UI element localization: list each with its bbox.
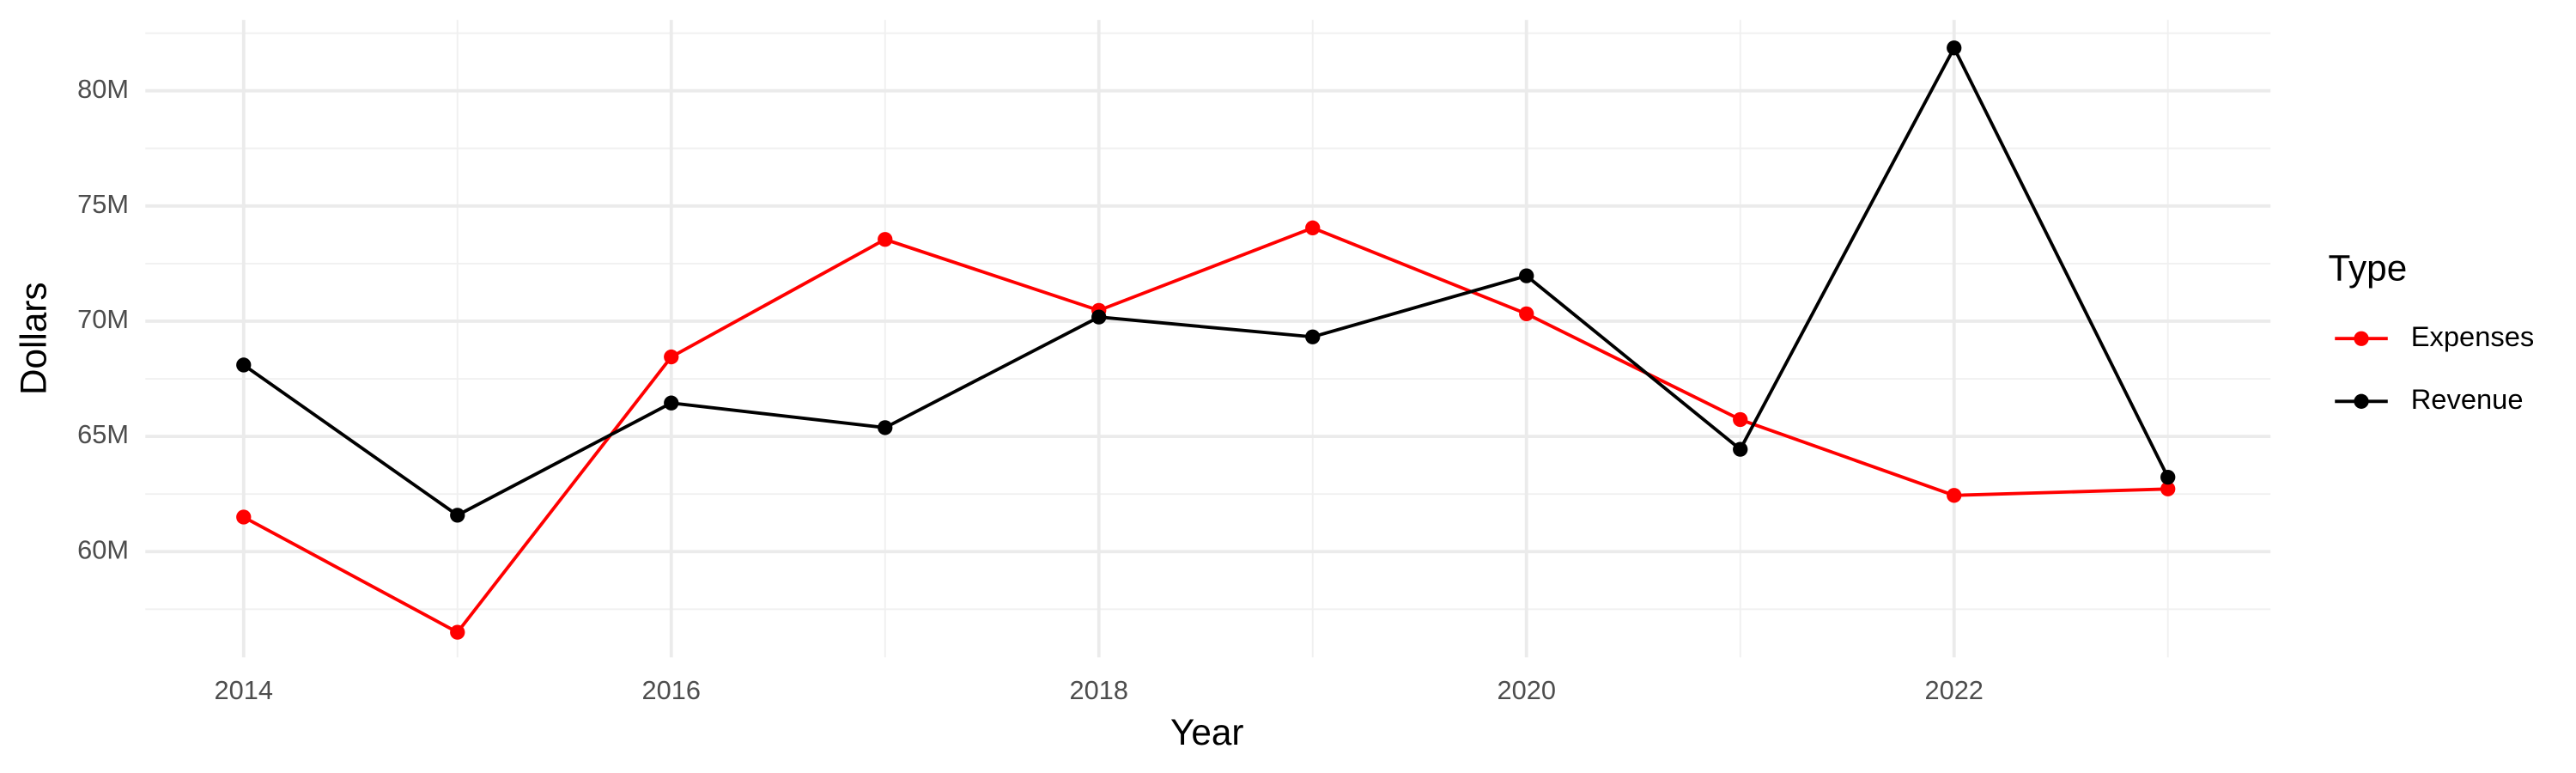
x-axis-title: Year (1170, 712, 1243, 752)
data-point (450, 508, 465, 523)
x-tick-label: 2014 (215, 675, 273, 705)
legend-marker (2354, 331, 2369, 346)
data-point (236, 357, 252, 373)
y-axis-title: Dollars (13, 282, 53, 395)
y-tick-label: 80M (77, 74, 129, 104)
data-point (1305, 329, 1321, 344)
data-point (878, 420, 893, 435)
data-point (236, 509, 252, 525)
data-point (1091, 309, 1107, 325)
y-tick-label: 75M (77, 189, 129, 219)
legend-title: Type (2329, 248, 2408, 289)
data-point (2160, 469, 2176, 485)
x-tick-label: 2018 (1070, 675, 1128, 705)
data-point (664, 349, 679, 365)
x-tick-label: 2016 (642, 675, 701, 705)
data-point (878, 232, 893, 247)
legend-label: Expenses (2411, 320, 2535, 352)
data-point (1733, 411, 1748, 428)
data-point (1733, 441, 1748, 457)
data-point (2160, 481, 2176, 496)
data-point (1519, 268, 1534, 283)
data-point (450, 624, 465, 640)
y-tick-label: 60M (77, 534, 129, 564)
series-line (242, 44, 2170, 518)
y-tick-label: 65M (77, 419, 129, 449)
legend-marker (2354, 393, 2369, 409)
y-tick-label: 70M (77, 304, 129, 334)
series-line (242, 226, 2168, 635)
data-point (1947, 488, 1962, 503)
data-point (1947, 40, 1962, 56)
data-point (1305, 220, 1321, 235)
x-tick-label: 2020 (1498, 675, 1556, 705)
x-tick-label: 2022 (1925, 675, 1984, 705)
data-point (664, 395, 679, 411)
legend-label: Revenue (2411, 383, 2524, 415)
data-point (1519, 306, 1534, 322)
